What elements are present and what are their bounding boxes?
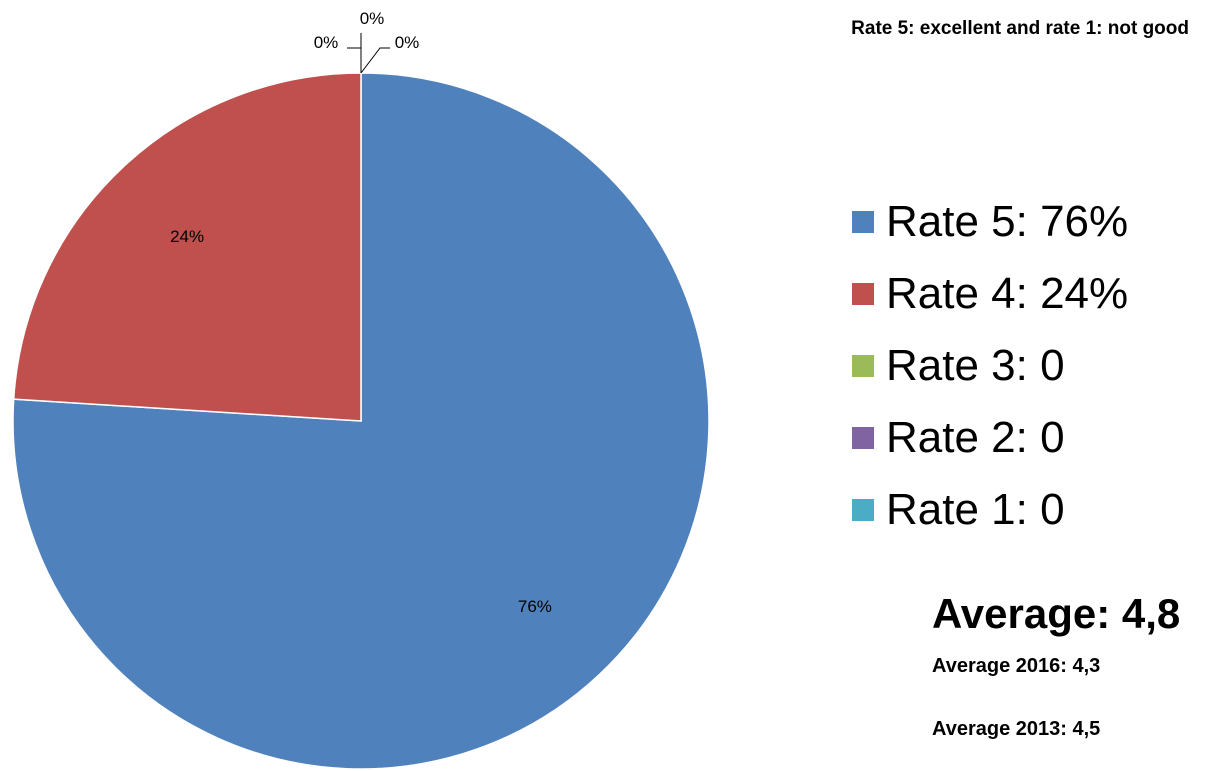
legend-label-rate-4: Rate 4: 24% [886,269,1129,318]
legend-swatch-rate-5 [852,211,874,233]
legend-swatch-rate-4 [852,283,874,305]
pie-chart: 76% 24% 0% 0% 0% [12,9,710,770]
average-2016: Average 2016: 4,3 [932,655,1101,677]
legend-item-rate-4: Rate 4: 24% [852,258,1128,330]
legend-label-rate-2: Rate 2: 0 [886,413,1065,462]
rating-scale-note: Rate 5: excellent and rate 1: not good [851,18,1189,39]
legend-item-rate-2: Rate 2: 0 [852,402,1128,474]
average-current: Average: 4,8 [932,590,1181,637]
data-label-rate-4: 24% [170,227,204,246]
pie-slice-rate-4 [12,72,362,422]
leader-line-rate-3 [347,47,362,73]
legend: Rate 5: 76% Rate 4: 24% Rate 3: 0 Rate 2… [852,186,1128,546]
legend-label-rate-3: Rate 3: 0 [886,341,1065,390]
legend-swatch-rate-1 [852,499,874,521]
legend-swatch-rate-2 [852,427,874,449]
legend-item-rate-5: Rate 5: 76% [852,186,1128,258]
average-2013: Average 2013: 4,5 [932,718,1101,740]
data-label-rate-3: 0% [314,33,339,52]
legend-label-rate-5: Rate 5: 76% [886,197,1129,246]
leader-line-rate-1 [360,47,390,74]
legend-label-rate-1: Rate 1: 0 [886,485,1065,534]
legend-swatch-rate-3 [852,355,874,377]
data-label-rate-5: 76% [518,597,552,616]
data-label-rate-2: 0% [360,9,385,28]
data-label-rate-1: 0% [395,33,420,52]
legend-item-rate-1: Rate 1: 0 [852,474,1128,546]
legend-item-rate-3: Rate 3: 0 [852,330,1128,402]
